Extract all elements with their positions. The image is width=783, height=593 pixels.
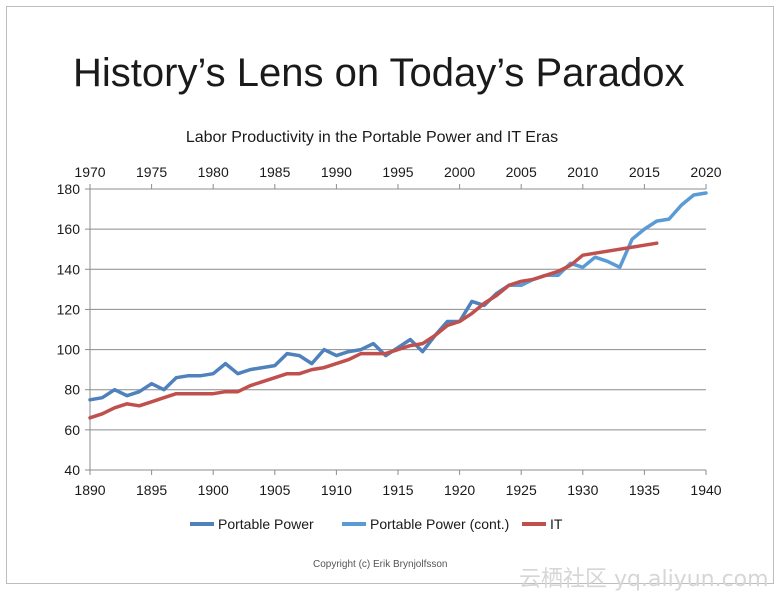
x-top-tick-label: 2010 [567, 164, 598, 180]
y-tick-label: 40 [64, 462, 80, 478]
y-tick-label: 100 [57, 342, 81, 358]
watermark: 云栖社区 yq.aliyun.com [519, 567, 769, 592]
y-tick-label: 160 [57, 221, 81, 237]
slide-title: History’s Lens on Today’s Paradox [73, 51, 685, 95]
x-bottom-tick-label: 1915 [382, 482, 413, 498]
portable-power-cont-line [507, 191, 708, 288]
legend-label-portable-power: Portable Power [218, 516, 314, 532]
x-bottom-tick-label: 1920 [444, 482, 475, 498]
x-bottom-tick-label: 1930 [567, 482, 598, 498]
x-top-tick-label: 1970 [74, 164, 105, 180]
x-bottom-tick-label: 1935 [629, 482, 660, 498]
legend-label-it: IT [550, 516, 563, 532]
x-bottom-tick-label: 1940 [690, 482, 721, 498]
chart-title: Labor Productivity in the Portable Power… [186, 129, 558, 146]
x-top-tick-label: 2020 [690, 164, 721, 180]
x-top-tick-label: 1985 [259, 164, 290, 180]
x-top-tick-label: 2000 [444, 164, 475, 180]
y-tick-label: 120 [57, 301, 81, 317]
x-bottom-tick-label: 1910 [321, 482, 352, 498]
x-top-tick-label: 1980 [198, 164, 229, 180]
x-top-tick-label: 1990 [321, 164, 352, 180]
y-tick-label: 60 [64, 422, 80, 438]
y-tick-label: 180 [57, 181, 81, 197]
x-top-tick-label: 2015 [629, 164, 660, 180]
copyright-text: Copyright (c) Erik Brynjolfsson [313, 559, 448, 570]
portable-power-line [88, 283, 511, 402]
legend-label-portable-power-cont: Portable Power (cont.) [370, 516, 509, 532]
slide: History’s Lens on Today’s Paradox Copyri… [6, 6, 774, 592]
x-bottom-tick-label: 1890 [74, 482, 105, 498]
series-lines [88, 191, 708, 420]
x-bottom-tick-label: 1905 [259, 482, 290, 498]
axes: 40 60 80 100 120 140 160 180 1890 1895 1900 1905 191… [57, 164, 722, 498]
x-top-tick-label: 1995 [382, 164, 413, 180]
y-tick-label: 140 [57, 261, 81, 277]
it-line [88, 241, 659, 420]
x-top-tick-label: 1975 [136, 164, 167, 180]
y-tick-label: 80 [64, 382, 80, 398]
x-top-tick-label: 2005 [506, 164, 537, 180]
x-bottom-tick-label: 1925 [506, 482, 537, 498]
x-bottom-tick-label: 1895 [136, 482, 167, 498]
legend: Portable Power Portable Power (cont.) IT [190, 516, 563, 532]
x-bottom-tick-label: 1900 [198, 482, 229, 498]
